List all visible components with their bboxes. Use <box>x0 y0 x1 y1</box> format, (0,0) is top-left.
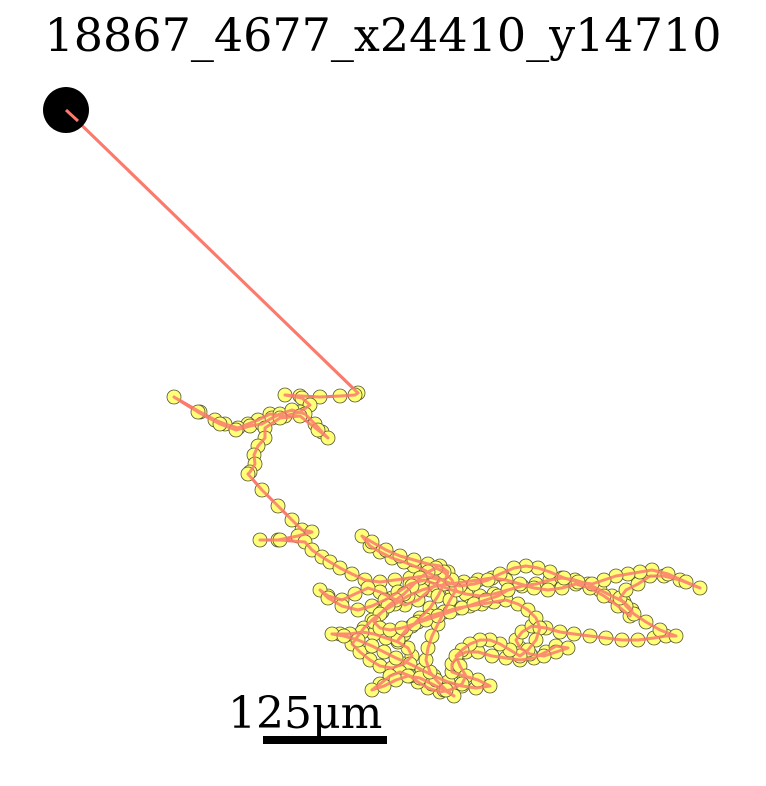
scale-bar-label: 125μm <box>228 688 383 739</box>
start-marker-layer <box>43 87 89 133</box>
scale-bar <box>263 736 387 744</box>
track-line-overlay <box>64 108 702 698</box>
track-points-layer <box>64 108 708 704</box>
chart-title: 18867_4677_x24410_y14710 <box>44 8 722 62</box>
start-track-segment <box>64 108 80 123</box>
